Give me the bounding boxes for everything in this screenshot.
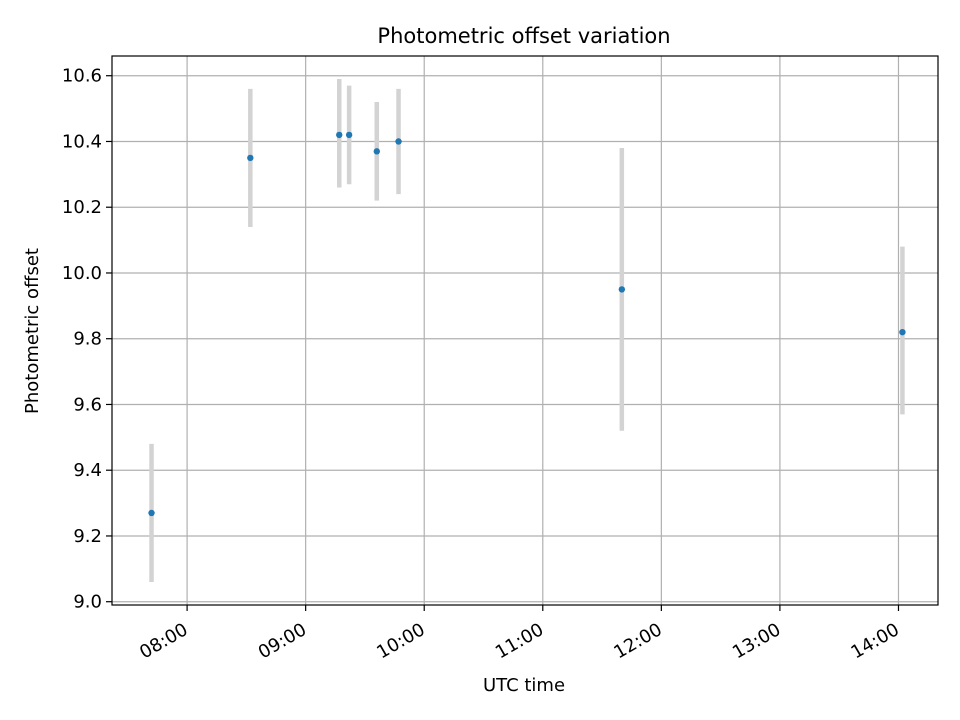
y-tick-label: 10.6 bbox=[62, 66, 102, 87]
y-tick-label: 9.4 bbox=[73, 460, 102, 481]
data-point bbox=[336, 131, 343, 139]
data-point bbox=[395, 138, 402, 145]
y-tick-label: 10.2 bbox=[62, 197, 102, 218]
y-axis-label: Photometric offset bbox=[22, 248, 43, 414]
data-points bbox=[148, 131, 906, 517]
x-axis-label: UTC time bbox=[483, 675, 565, 696]
data-point bbox=[899, 328, 906, 336]
y-tick-label: 10.0 bbox=[62, 263, 102, 284]
y-tick-label: 10.4 bbox=[62, 131, 102, 152]
data-point bbox=[247, 154, 254, 162]
y-axis-ticks: 9.0 9.2 9.4 9.6 9.8 10.0 10.2 10.4 10.6 bbox=[62, 66, 112, 613]
y-tick-label: 9.0 bbox=[73, 592, 102, 613]
grid bbox=[112, 56, 938, 605]
chart-title: Photometric offset variation bbox=[377, 24, 670, 48]
data-point bbox=[148, 509, 155, 517]
plot-frame bbox=[111, 55, 939, 606]
y-tick-label: 9.2 bbox=[73, 526, 102, 547]
data-point bbox=[345, 131, 353, 139]
data-point bbox=[618, 286, 626, 293]
data-point bbox=[373, 148, 380, 155]
y-tick-label: 9.8 bbox=[73, 329, 102, 350]
y-tick-label: 9.6 bbox=[73, 394, 102, 415]
